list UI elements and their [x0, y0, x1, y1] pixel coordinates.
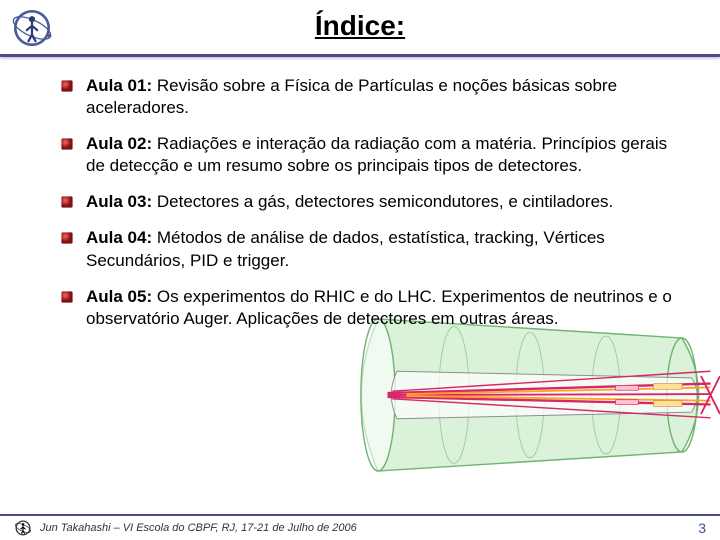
bullet-icon: [60, 137, 74, 151]
item-bold: Aula 05:: [86, 287, 152, 306]
item-text: Aula 01: Revisão sobre a Física de Partí…: [86, 75, 676, 119]
footer-logo-icon: [14, 519, 32, 537]
item-bold: Aula 03:: [86, 192, 152, 211]
item-body: Revisão sobre a Física de Partículas e n…: [86, 76, 617, 117]
footer: Jun Takahashi – VI Escola do CBPF, RJ, 1…: [0, 514, 720, 540]
list-item: Aula 01: Revisão sobre a Física de Partí…: [60, 75, 676, 119]
list-item: Aula 04: Métodos de análise de dados, es…: [60, 227, 676, 271]
item-text: Aula 02: Radiações e interação da radiaç…: [86, 133, 676, 177]
list-item: Aula 03: Detectores a gás, detectores se…: [60, 191, 676, 213]
bullet-icon: [60, 79, 74, 93]
item-bold: Aula 02:: [86, 134, 152, 153]
list-item: Aula 02: Radiações e interação da radiaç…: [60, 133, 676, 177]
footer-text: Jun Takahashi – VI Escola do CBPF, RJ, 1…: [40, 522, 357, 534]
item-text: Aula 03: Detectores a gás, detectores se…: [86, 191, 676, 213]
item-body: Os experimentos do RHIC e do LHC. Experi…: [86, 287, 672, 328]
index-list: Aula 01: Revisão sobre a Física de Partí…: [0, 57, 720, 330]
list-item: Aula 05: Os experimentos do RHIC e do LH…: [60, 286, 676, 330]
item-bold: Aula 01:: [86, 76, 152, 95]
institution-logo: [10, 6, 54, 50]
item-body: Métodos de análise de dados, estatística…: [86, 228, 605, 269]
page-title: Índice:: [0, 0, 720, 42]
page-number: 3: [698, 520, 706, 536]
bullet-icon: [60, 231, 74, 245]
item-body: Detectores a gás, detectores semiconduto…: [152, 192, 613, 211]
bullet-icon: [60, 290, 74, 304]
bullet-icon: [60, 195, 74, 209]
item-text: Aula 05: Os experimentos do RHIC e do LH…: [86, 286, 676, 330]
item-body: Radiações e interação da radiação com a …: [86, 134, 667, 175]
item-bold: Aula 04:: [86, 228, 152, 247]
item-text: Aula 04: Métodos de análise de dados, es…: [86, 227, 676, 271]
